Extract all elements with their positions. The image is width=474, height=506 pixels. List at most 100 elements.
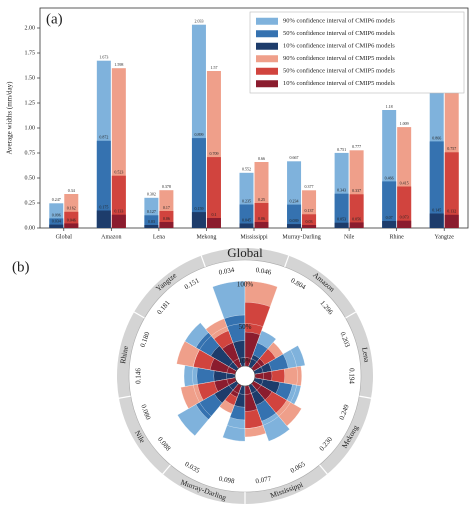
x-tick-label: Nile	[344, 234, 355, 240]
data-label: 0.175	[99, 204, 108, 209]
sector-label: 0.088	[156, 435, 173, 453]
legend-swatch	[256, 42, 278, 50]
bar	[334, 222, 349, 228]
data-label: 0.03	[148, 219, 155, 224]
bar	[287, 204, 302, 228]
data-label: 0.337	[352, 188, 361, 193]
sector-label: 0.077	[255, 475, 272, 486]
ring-divider	[345, 311, 357, 319]
ring-divider	[133, 311, 145, 319]
ring-divider	[284, 255, 290, 268]
x-tick-label: Mississippi	[240, 234, 268, 240]
sector-label: 0.065	[289, 460, 307, 475]
x-tick-label: Yangtze	[435, 234, 455, 240]
data-label: 0.34	[68, 188, 75, 193]
category-label: Lena	[360, 347, 372, 364]
radial-grid	[192, 323, 298, 429]
x-tick-label: Mekong	[196, 234, 216, 240]
data-label: 0.872	[99, 135, 108, 140]
legend-box	[249, 11, 465, 94]
y-tick-label: 1.75	[25, 50, 36, 56]
data-label: 0.03	[306, 219, 313, 224]
radial-grid	[226, 357, 264, 395]
data-label: 0.523	[114, 170, 123, 175]
data-label: 0.247	[52, 197, 61, 202]
y-tick-label: 0.25	[25, 200, 36, 206]
y-tick-label: 2.00	[25, 25, 36, 31]
center-hole	[234, 365, 256, 387]
legend-swatch	[256, 17, 278, 25]
bar	[239, 223, 254, 228]
data-label: 0.07	[386, 215, 393, 220]
data-label: 0.378	[162, 184, 171, 189]
data-label: 0.466	[385, 175, 394, 180]
legend-label: 50% confidence interval of CMIP5 models	[283, 68, 395, 75]
bar	[49, 218, 64, 228]
ring-divider	[118, 395, 131, 399]
bar	[64, 223, 79, 228]
data-label: 0.06	[163, 216, 170, 221]
sector-label: 0.146	[135, 368, 143, 384]
bar	[302, 225, 317, 228]
bar	[287, 224, 302, 228]
data-label: 0.132	[447, 209, 456, 214]
x-tick-label: Global	[56, 234, 73, 240]
data-label: 0.757	[447, 146, 456, 151]
ring-divider	[359, 395, 372, 399]
bar	[254, 222, 269, 228]
data-label: 0.667	[290, 155, 299, 160]
data-label: 0.053	[337, 217, 346, 222]
y-tick-label: 0.00	[25, 225, 36, 231]
data-label: 0.159	[194, 206, 203, 211]
y-tick-label: 1.25	[25, 100, 36, 106]
bar	[349, 222, 364, 228]
legend-swatch	[256, 67, 278, 75]
x-tick-label: Lena	[153, 234, 165, 240]
legend-swatch	[256, 55, 278, 63]
data-label: 1.009	[400, 121, 409, 126]
legend-label: 50% confidence interval of CMIP6 models	[283, 30, 395, 37]
legend-label: 10% confidence interval of CMIP5 models	[283, 80, 395, 87]
sector-label: 1.296	[318, 299, 335, 317]
data-label: 0.899	[194, 132, 203, 137]
data-label: 0.17	[163, 205, 170, 210]
data-label: 0.039	[290, 218, 299, 223]
legend-label: 10% confidence interval of CMIP6 models	[283, 43, 395, 50]
bar	[96, 140, 111, 228]
bar	[349, 194, 364, 228]
sector-label: 0.151	[183, 276, 201, 291]
data-label: 0.377	[305, 184, 314, 189]
bar	[444, 152, 459, 228]
data-label: 1.673	[99, 55, 108, 60]
bar	[334, 193, 349, 228]
sector-label: 0.180	[139, 330, 152, 348]
data-label: 0.073	[400, 215, 409, 220]
bar	[159, 222, 174, 228]
bar	[444, 214, 459, 228]
data-label: 0.751	[337, 147, 346, 152]
legend-swatch	[256, 30, 278, 38]
data-label: 0.415	[400, 180, 409, 185]
sector-label: 0.249	[338, 403, 351, 421]
bar	[144, 225, 159, 228]
data-label: 0.133	[114, 209, 123, 214]
data-label: 1.57	[210, 65, 217, 70]
bar	[206, 218, 221, 228]
data-label: 0.1	[211, 212, 216, 217]
sector-label: 0.035	[183, 460, 201, 475]
sector-label: 0.098	[218, 475, 235, 486]
data-label: 0.709	[209, 151, 218, 156]
radial-tick-label: 10%	[239, 357, 252, 365]
ring-divider	[319, 464, 328, 475]
sector-label: 0.181	[155, 299, 172, 317]
radial-tick-label: 50%	[239, 323, 252, 331]
data-label: 0.06	[258, 216, 265, 221]
data-label: 0.66	[258, 156, 265, 161]
bar	[429, 213, 444, 228]
bar	[382, 221, 397, 228]
bar	[111, 214, 126, 228]
data-label: 0.162	[67, 206, 76, 211]
bar	[96, 210, 111, 228]
y-tick-label: 1.00	[25, 125, 36, 131]
